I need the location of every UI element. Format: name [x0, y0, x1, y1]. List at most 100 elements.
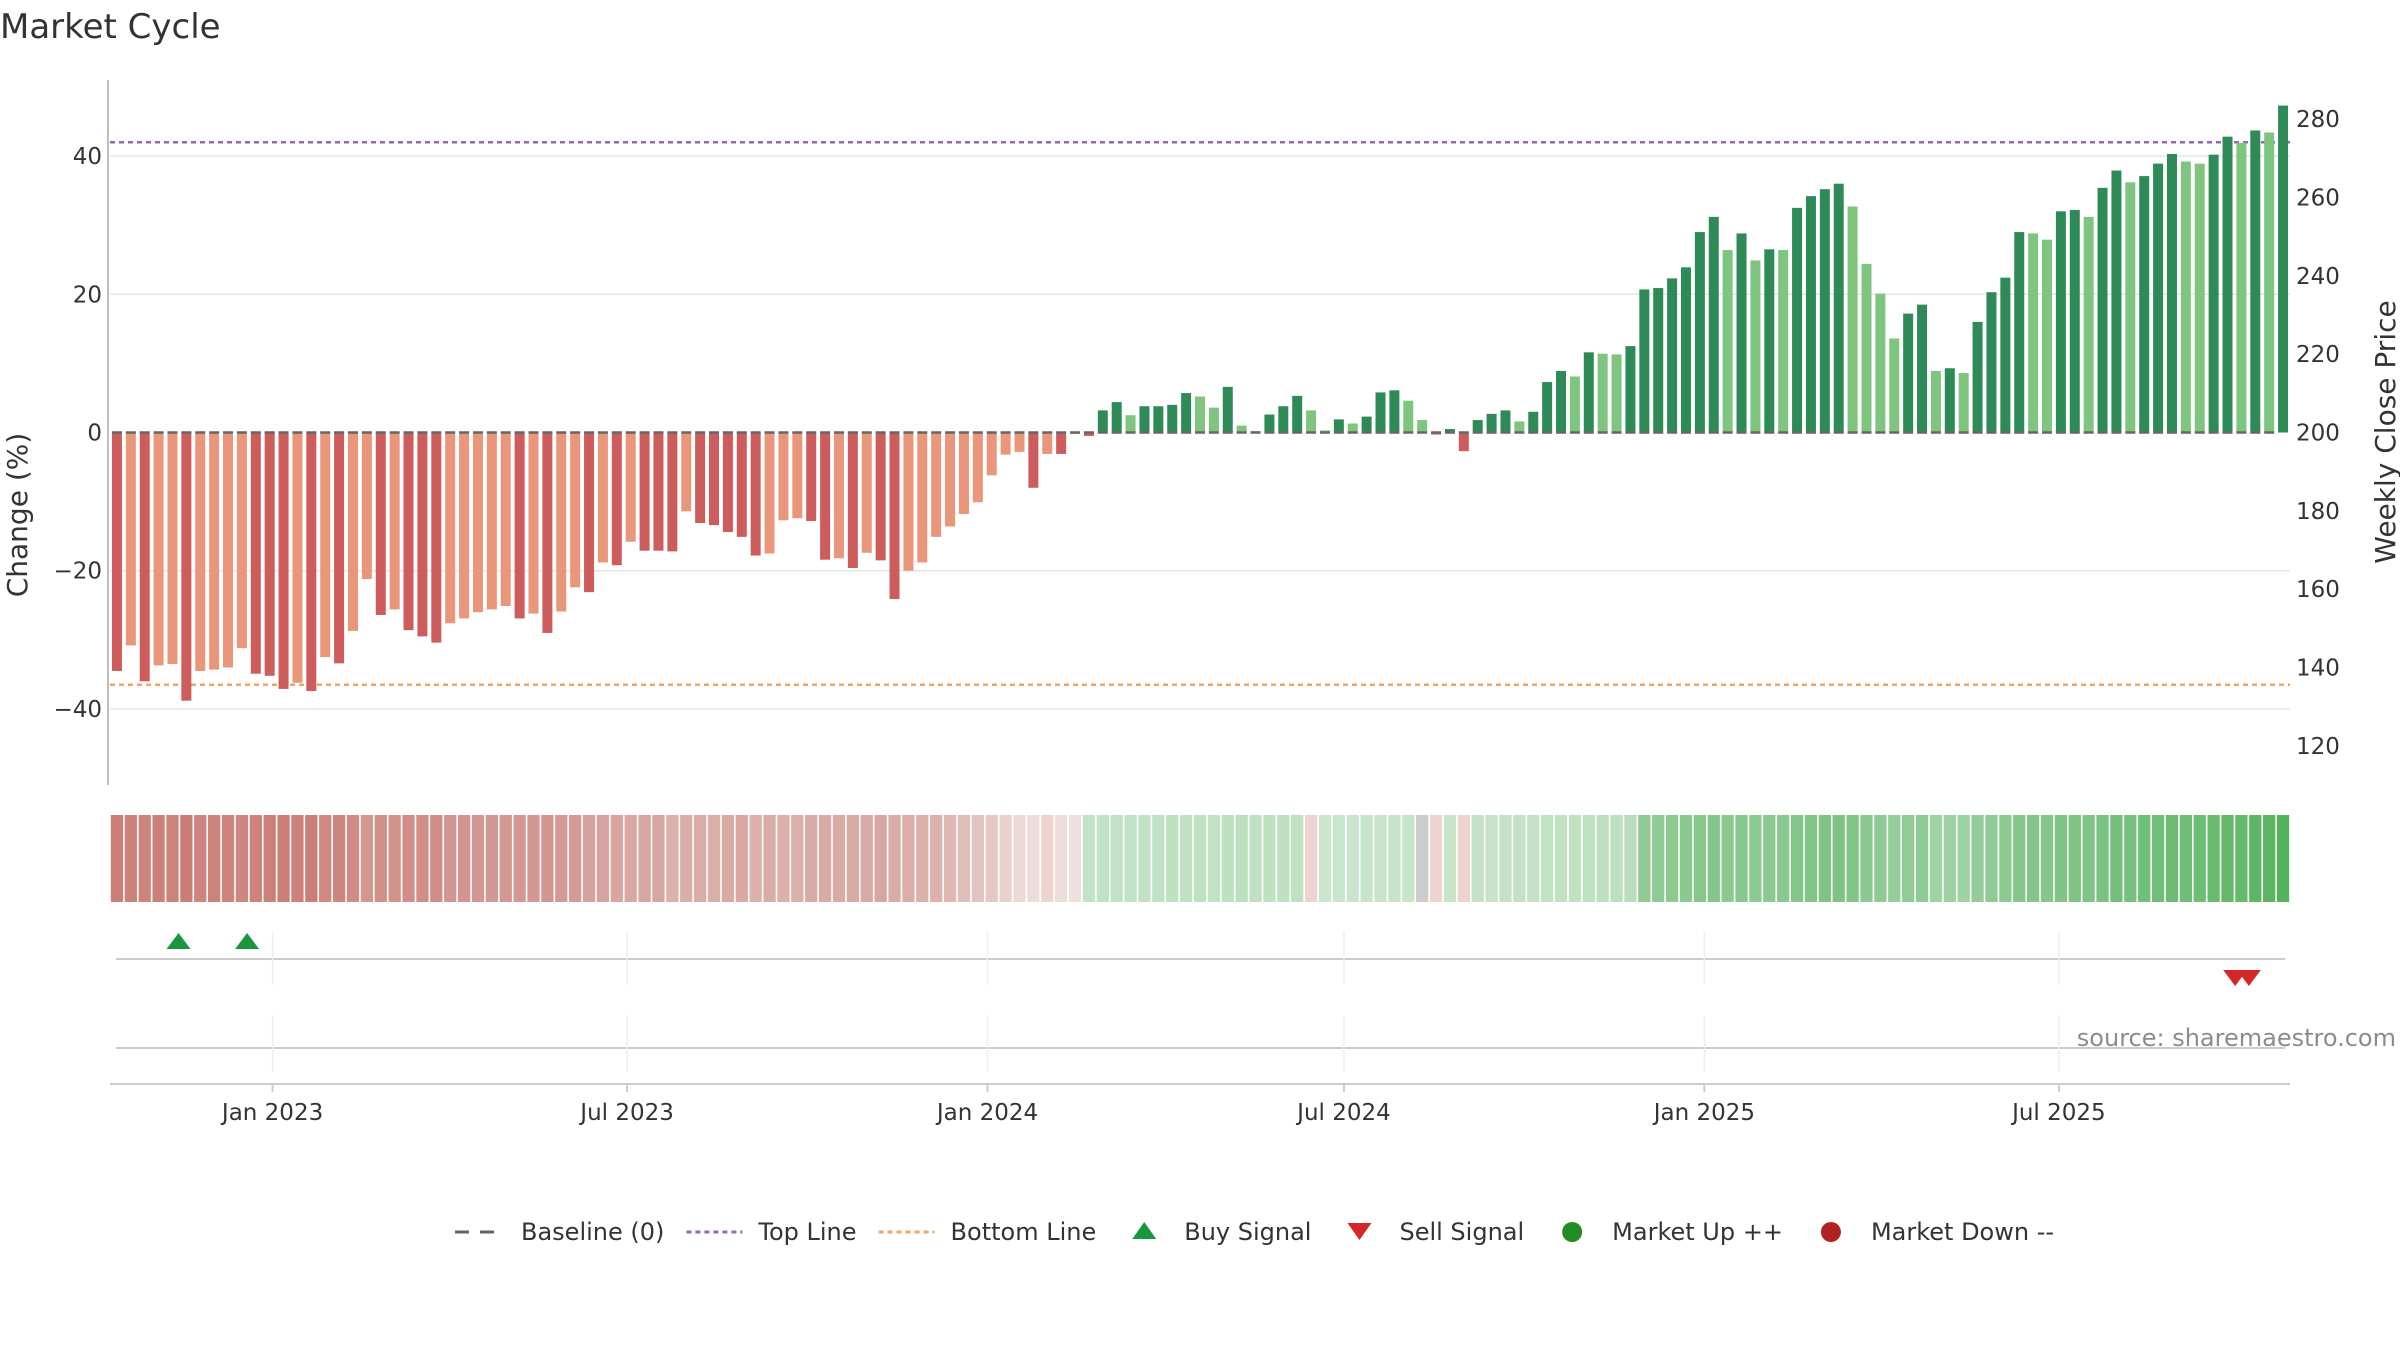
strip-cell: [1249, 815, 1262, 902]
bar: [528, 432, 539, 614]
bar: [1805, 196, 1816, 433]
legend-item-down: Market Down --: [1820, 1218, 2054, 1246]
strip-cell: [1124, 815, 1137, 902]
strip-cell: [610, 815, 623, 902]
strip-cell: [1485, 815, 1498, 902]
bar: [1625, 346, 1636, 433]
bar: [278, 432, 289, 689]
strip-cell: [430, 815, 443, 902]
bar: [1722, 250, 1733, 433]
strip-cell: [1665, 815, 1679, 902]
strip-cell: [2068, 815, 2081, 902]
strip-cell: [221, 815, 235, 902]
strip-cell: [721, 815, 735, 902]
bar: [1292, 395, 1303, 433]
strip-cell: [1443, 815, 1457, 902]
buy-signal-marker: [166, 933, 191, 949]
bar: [2083, 216, 2094, 433]
bar: [1569, 376, 1580, 433]
strip-cell: [1513, 815, 1526, 902]
bar: [1708, 216, 1719, 433]
bar: [806, 432, 817, 521]
bar: [778, 432, 789, 521]
buy-signal-marker: [235, 933, 260, 949]
bar: [2236, 142, 2247, 433]
bar: [2125, 182, 2136, 433]
bar: [542, 432, 553, 633]
strip-cell: [1166, 815, 1179, 902]
strip-cell: [818, 815, 832, 902]
bar: [1097, 410, 1108, 433]
strip-cell: [1679, 815, 1693, 902]
strip-cell: [277, 815, 290, 902]
x-tick-label: Jan 2024: [935, 1100, 1038, 1126]
strip-cell: [1471, 815, 1484, 902]
strip-cell: [499, 815, 512, 902]
bar: [1222, 386, 1233, 433]
legend-item-baseline: Baseline (0): [455, 1218, 664, 1246]
strip-cell: [805, 815, 818, 902]
strip-cell: [305, 815, 318, 902]
strip-cell: [1568, 815, 1582, 902]
y-left-tick-label: −40: [53, 697, 102, 723]
strip-cell: [957, 815, 971, 902]
bar: [1917, 304, 1928, 433]
strip-cell: [1027, 815, 1040, 902]
bar: [2180, 161, 2191, 433]
strip-cell: [1554, 815, 1568, 902]
y-right-tick-label: 180: [2296, 499, 2340, 525]
strip-cell: [1902, 815, 1915, 902]
bar: [972, 432, 983, 503]
bar: [1583, 352, 1594, 433]
bar: [2153, 163, 2164, 433]
strip-cell: [166, 815, 179, 902]
cycle-strip: [110, 815, 2290, 902]
strip-cell: [846, 815, 860, 902]
strip-cell: [388, 815, 401, 902]
bar: [1014, 432, 1025, 452]
bar: [2139, 176, 2150, 433]
strip-cell: [110, 815, 124, 902]
strip-cell: [1943, 815, 1956, 902]
strip-cell: [2054, 815, 2068, 902]
bar: [1875, 293, 1886, 433]
bar: [792, 432, 803, 519]
bar: [389, 432, 400, 610]
bar: [1042, 432, 1053, 454]
strip-cell: [1929, 815, 1943, 902]
legend-item-bottom: Bottom Line: [878, 1218, 1097, 1246]
bar: [847, 432, 858, 568]
strip-cell: [332, 815, 346, 902]
strip-cell: [2110, 815, 2123, 902]
strip-cell: [971, 815, 984, 902]
bar: [181, 432, 192, 701]
bar: [833, 432, 844, 559]
bar: [709, 432, 720, 526]
strip-cell: [1638, 815, 1651, 902]
legend-label: Bottom Line: [951, 1218, 1097, 1246]
y-right-tick-label: 200: [2296, 421, 2340, 447]
bar: [320, 432, 331, 658]
bar: [1653, 288, 1664, 433]
bar: [736, 432, 747, 537]
bar: [514, 432, 525, 619]
strip-cell: [1332, 815, 1345, 902]
bar: [1236, 425, 1247, 433]
bar: [500, 432, 511, 606]
bar: [1139, 406, 1150, 433]
bar: [653, 432, 664, 551]
strip-cell: [777, 815, 790, 902]
bar: [1736, 233, 1747, 433]
strip-cell: [1527, 815, 1540, 902]
strip-cell: [749, 815, 762, 902]
strip-cell: [471, 815, 485, 902]
bar: [695, 432, 706, 524]
source-note: source: sharemaestro.com: [2077, 1024, 2396, 1052]
strip-cell: [457, 815, 471, 902]
strip-cell: [888, 815, 901, 902]
strip-cell: [1777, 815, 1790, 902]
strip-cell: [1610, 815, 1623, 902]
strip-cell: [1179, 815, 1193, 902]
strip-cell: [652, 815, 665, 902]
